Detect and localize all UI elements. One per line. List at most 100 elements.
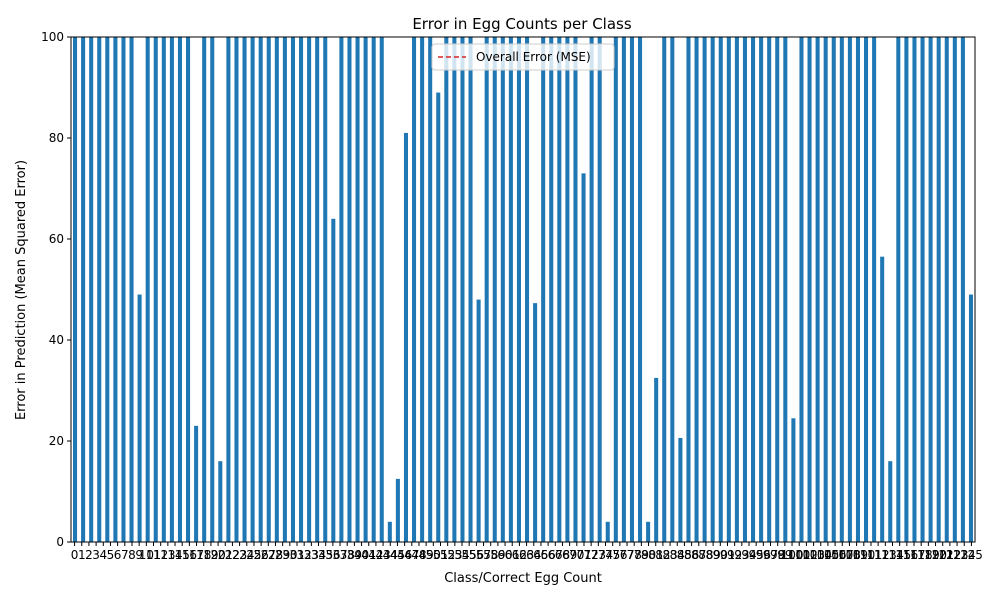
legend-label: Overall Error (MSE) [476, 50, 591, 64]
x-tick-label: 113 [874, 548, 897, 562]
bar-28 [299, 37, 304, 542]
bar-83 [742, 37, 747, 542]
bar-82 [734, 37, 739, 542]
x-tick-label: 40 [354, 548, 369, 562]
bar-92 [815, 37, 820, 542]
x-tick-label: 11 [146, 548, 161, 562]
bar-56 [525, 37, 530, 542]
x-tick-label: 105 [816, 548, 839, 562]
x-tick-label: 123 [946, 548, 969, 562]
x-tick-label: 70 [569, 548, 584, 562]
x-tick-label: 107 [831, 548, 854, 562]
bar-32 [331, 218, 336, 543]
x-tick-label: 24 [239, 548, 254, 562]
x-tick-label: 15 [175, 548, 190, 562]
bar-62 [573, 37, 578, 542]
x-tick-label: 39 [347, 548, 362, 562]
x-tick-label: 88 [698, 548, 713, 562]
bar-77 [694, 37, 699, 542]
x-tick-label: 82 [655, 548, 670, 562]
x-tick-label: 64 [526, 548, 541, 562]
x-tick-label: 61 [505, 548, 520, 562]
x-tick-label: 43 [375, 548, 390, 562]
bar-75 [678, 437, 683, 542]
x-tick-label: 30 [282, 548, 297, 562]
x-tick-label: 74 [598, 548, 613, 562]
bar-89 [791, 418, 796, 542]
x-tick-label: 72 [584, 548, 599, 562]
bar-53 [500, 37, 505, 542]
bar-25 [274, 37, 279, 542]
x-tick-label: 41 [361, 548, 376, 562]
x-tick-label: 117 [903, 548, 926, 562]
x-tick-label: 65 [533, 548, 548, 562]
bar-70 [638, 37, 643, 542]
bar-90 [799, 37, 804, 542]
x-tick-label: 114 [881, 548, 904, 562]
bar-40 [395, 478, 400, 543]
x-tick-label: 26 [253, 548, 268, 562]
x-tick-label: 25 [246, 548, 261, 562]
bar-109 [952, 37, 957, 542]
x-tick-label: 96 [756, 548, 771, 562]
x-tick-label: 86 [684, 548, 699, 562]
bar-30 [315, 37, 320, 542]
bar-19 [226, 37, 231, 542]
x-tick-label: 80 [641, 548, 656, 562]
bar-55 [516, 37, 521, 542]
bar-99 [872, 37, 877, 542]
x-tick-label: 103 [802, 548, 825, 562]
bar-39 [387, 521, 392, 542]
x-tick-label: 92 [727, 548, 742, 562]
bar-108 [944, 37, 949, 542]
x-tick-label: 32 [297, 548, 312, 562]
chart-title: Error in Egg Counts per Class [412, 15, 632, 33]
bar-15 [194, 425, 199, 542]
x-tick-label: 69 [562, 548, 577, 562]
bar-41 [403, 132, 408, 542]
bar-4 [105, 37, 110, 542]
x-tick-label: 18 [196, 548, 211, 562]
x-tick-label: 27 [261, 548, 276, 562]
bar-60 [557, 37, 562, 542]
x-tick-label: 58 [483, 548, 498, 562]
x-tick-label: 76 [612, 548, 627, 562]
y-tick-label: 40 [49, 333, 64, 347]
y-tick-label: 20 [49, 434, 64, 448]
bars-group [73, 37, 973, 543]
bar-37 [371, 37, 376, 542]
bar-64 [589, 37, 594, 542]
bar-10 [153, 37, 158, 542]
x-tick-label: 0 [71, 548, 79, 562]
x-tick-label: 100 [781, 548, 804, 562]
x-tick-label: 115 [888, 548, 911, 562]
x-tick-label: 125 [960, 548, 983, 562]
y-tick-label: 0 [56, 535, 64, 549]
x-tick-label: 1 [78, 548, 86, 562]
x-tick-label: 29 [275, 548, 290, 562]
bar-22 [250, 37, 255, 542]
bar-67 [613, 37, 618, 542]
y-axis-label: Error in Prediction (Mean Squared Error) [14, 160, 29, 420]
bar-66 [605, 521, 610, 542]
x-tick-label: 35 [318, 548, 333, 562]
bar-71 [646, 521, 651, 542]
x-tick-label: 99 [777, 548, 792, 562]
bar-43 [420, 37, 425, 542]
x-tick-label: 22 [225, 548, 240, 562]
x-tick-label: 47 [404, 548, 419, 562]
x-tick-label: 121 [931, 548, 954, 562]
x-tick-label: 8 [128, 548, 136, 562]
x-tick-label: 106 [824, 548, 847, 562]
x-tick-label: 85 [677, 548, 692, 562]
bar-91 [807, 37, 812, 542]
bar-103 [904, 37, 909, 542]
x-tick-label: 46 [397, 548, 412, 562]
legend: Overall Error (MSE) [431, 43, 615, 71]
x-tick-label: 87 [691, 548, 706, 562]
y-tick-label: 100 [41, 30, 64, 44]
x-tick-label: 57 [476, 548, 491, 562]
bar-111 [968, 294, 973, 542]
x-tick-label: 116 [895, 548, 918, 562]
x-tick-label: 109 [845, 548, 868, 562]
